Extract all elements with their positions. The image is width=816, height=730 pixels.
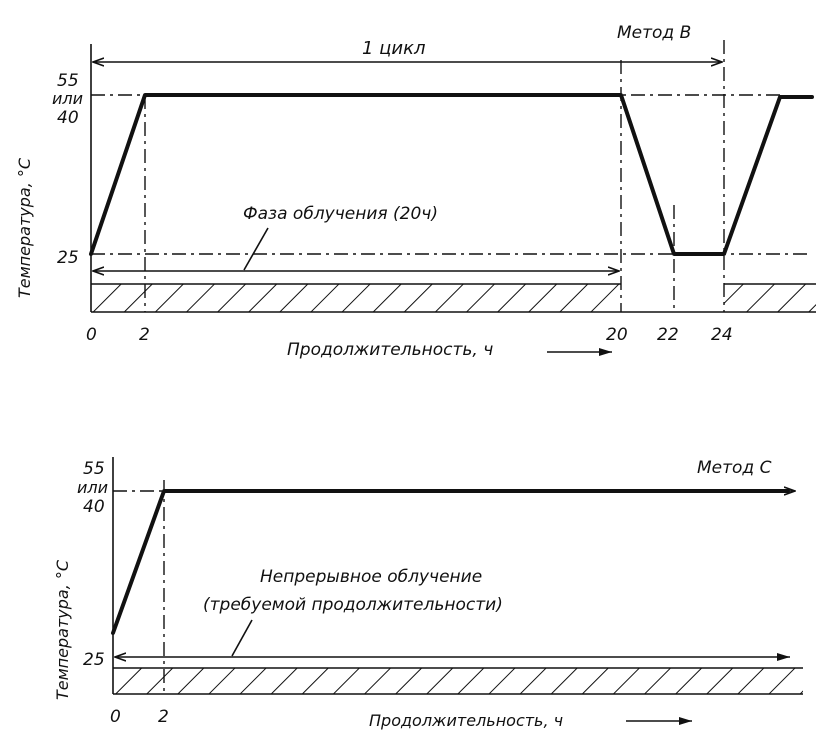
x-tick-24-b: 24 [711, 325, 733, 345]
cycle-label: 1 цикл [362, 38, 426, 59]
y-tick-25-b: 25 [57, 248, 79, 268]
phase-label: Фаза облучения (20ч) [243, 204, 438, 224]
y-tick-or-b: или [52, 89, 83, 108]
panel-method-b: Метод В 55 или 40 25 Температура, °С 1 ц… [15, 23, 816, 360]
method-c-label: Метод С [697, 458, 772, 478]
x-tick-2-c: 2 [158, 707, 169, 727]
temperature-curve-c [111, 489, 790, 635]
x-axis-label-c: Продолжительность, ч [369, 711, 563, 730]
x-tick-0-b: 0 [86, 325, 97, 345]
y-tick-or-c: или [77, 478, 108, 497]
x-tick-22-b: 22 [657, 325, 679, 345]
y-axis-label-c: Температура, °С [53, 559, 72, 700]
x-tick-0-c: 0 [110, 707, 121, 727]
y-tick-40-b: 40 [57, 108, 79, 128]
x-tick-20-b: 20 [606, 325, 628, 345]
y-tick-55-b: 55 [57, 71, 79, 91]
y-tick-40-c: 40 [83, 497, 105, 517]
continuous-leader [231, 619, 253, 657]
continuous-label-2: (требуемой продолжительности) [203, 595, 503, 615]
y-tick-55-c: 55 [83, 459, 105, 479]
method-b-label: Метод В [617, 23, 691, 43]
hatch-base-b2 [724, 284, 816, 312]
y-axis-label-b: Температура, °С [15, 157, 34, 298]
y-tick-25-c: 25 [83, 650, 105, 670]
x-axis-label-b: Продолжительность, ч [287, 340, 493, 360]
temperature-curve-b [89, 93, 814, 256]
continuous-label-1: Непрерывное облучение [260, 567, 482, 587]
phase-leader [243, 227, 269, 271]
x-tick-2-b: 2 [139, 325, 150, 345]
panel-method-c: Метод С 55 или 40 25 Температура, °С Неп… [53, 457, 803, 730]
hatch-base-b1 [91, 284, 621, 312]
hatch-base-c [113, 668, 803, 694]
